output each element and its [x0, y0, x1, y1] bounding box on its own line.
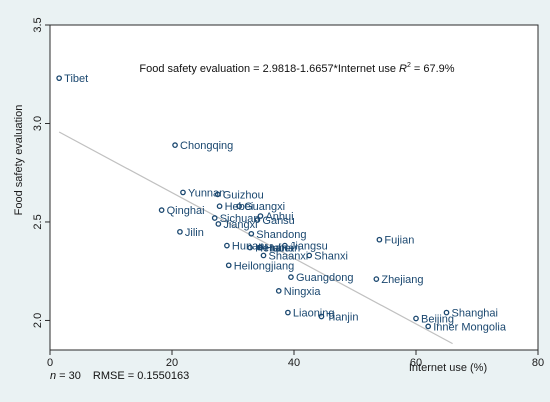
data-point: [376, 236, 383, 243]
y-tick-label: 2.0: [32, 313, 44, 328]
data-point: [260, 252, 267, 259]
point-label: Tibet: [64, 73, 88, 85]
data-point: [177, 228, 183, 235]
data-point: [425, 323, 432, 330]
point-label: Jilin: [185, 227, 204, 239]
data-point: [318, 313, 325, 320]
point-label: Guangxi: [244, 201, 285, 213]
data-point: [211, 215, 218, 221]
data-point: [214, 191, 221, 198]
point-label: Sichuan: [220, 213, 260, 225]
point-label: Inner Mongolia: [433, 321, 507, 333]
data-point: [248, 230, 255, 237]
point-label: Shanghai: [452, 308, 499, 320]
footer-n-value: = 30: [56, 370, 81, 382]
data-point: [172, 142, 178, 149]
point-label: Fujian: [384, 235, 414, 247]
point-label: Jiangxi: [223, 219, 257, 231]
point-label: Beijing: [421, 313, 454, 325]
point-label: Anhui: [265, 211, 293, 223]
point-label: Shandong: [256, 229, 306, 241]
data-point: [288, 274, 294, 280]
regression-line: [58, 131, 453, 345]
x-tick-label: 40: [288, 357, 300, 369]
y-tick-label: 3.0: [32, 116, 44, 131]
point-label: Shanxi: [314, 250, 348, 262]
data-point: [275, 288, 282, 294]
data-point: [56, 75, 63, 82]
data-point: [224, 242, 230, 249]
data-point: [180, 189, 186, 196]
point-label: Chongqing: [180, 140, 233, 152]
data-point: [257, 244, 264, 251]
data-point: [306, 252, 313, 259]
point-label: Henan: [255, 243, 287, 255]
data-point: [158, 207, 165, 214]
point-label: Heilongjiang: [234, 260, 295, 272]
plot-area: [49, 24, 539, 351]
point-label: Hubei: [264, 243, 293, 255]
point-label: Hebei: [225, 201, 254, 213]
footer-n-symbol: n: [50, 370, 56, 382]
x-axis: 0 20 40 60 80: [47, 350, 544, 369]
point-label: Ningxia: [284, 286, 322, 298]
y-tick-label: 2.5: [32, 214, 44, 229]
equation-text: Food safety evaluation = 2.9818-1.6657*I…: [139, 63, 399, 75]
data-point: [281, 242, 288, 249]
data-point: [215, 221, 222, 227]
point-label: Qinghai: [167, 205, 205, 217]
equation-r-symbol: R: [399, 63, 407, 75]
y-axis-label: Food safety evaluation: [13, 105, 25, 216]
data-point: [254, 217, 261, 223]
point-label: Zhejiang: [381, 274, 423, 286]
data-point: [443, 309, 450, 316]
x-tick-label: 20: [166, 357, 178, 369]
data-point: [247, 244, 253, 251]
footer-note: n = 30 RMSE = 0.1550163: [50, 370, 189, 382]
point-label: Shaanxi: [269, 250, 309, 262]
equation-r-value: = 67.9%: [411, 63, 455, 75]
data-point: [216, 203, 223, 210]
data-point: [373, 276, 380, 282]
data-point: [257, 213, 264, 219]
x-tick-label: 60: [410, 357, 422, 369]
x-tick-label: 0: [47, 357, 53, 369]
point-label: Guangdong: [296, 272, 354, 284]
y-axis: 2.0 2.5 3.0 3.5: [32, 17, 50, 328]
equation-r-superscript: 2: [407, 62, 411, 69]
point-label: Guizhou: [223, 189, 264, 201]
point-label: Tianjin: [326, 312, 358, 324]
footer-rmse: RMSE = 0.1550163: [93, 370, 189, 382]
y-tick-label: 3.5: [32, 17, 44, 32]
data-point: [225, 262, 232, 269]
point-label: Jiangsu: [290, 241, 328, 253]
data-point: [285, 309, 291, 316]
data-point: [413, 315, 419, 322]
x-axis-label: Internet use (%): [409, 362, 487, 374]
point-label: Hainan: [265, 243, 300, 255]
regression-equation: Food safety evaluation = 2.9818-1.6657*I…: [139, 62, 454, 75]
data-point: [236, 203, 242, 210]
x-tick-label: 80: [532, 357, 544, 369]
point-label: Gansu: [262, 215, 294, 227]
